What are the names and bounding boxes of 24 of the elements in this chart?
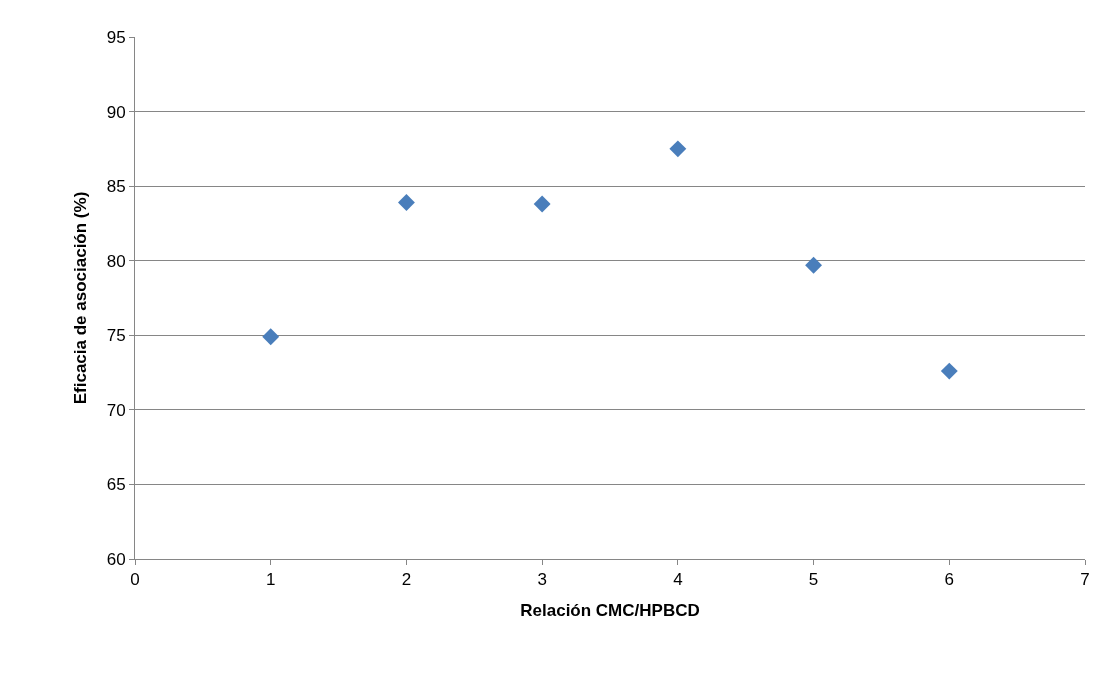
point	[533, 195, 551, 213]
x-tick-label: 7	[1080, 570, 1090, 590]
y-tick-label: 95	[106, 27, 126, 47]
point	[805, 256, 823, 274]
point	[940, 362, 958, 380]
x-tick-label: 0	[130, 570, 140, 590]
y-tick-label: 70	[106, 400, 126, 420]
x-tick-label: 5	[808, 570, 819, 590]
x-axis-title: Relación CMC/HPBCD	[520, 600, 700, 620]
x-tick-label: 6	[944, 570, 955, 590]
y-tick-label: 60	[106, 549, 126, 569]
point	[262, 328, 280, 346]
x-tick-label: 3	[537, 570, 547, 590]
y-tick-label: 75	[106, 326, 126, 346]
y-tick-label: 90	[106, 102, 126, 122]
y-tick-label: 80	[106, 251, 126, 271]
x-tick-label: 1	[265, 570, 276, 590]
y-tick-label: 85	[106, 177, 126, 197]
x-tick-label: 4	[673, 570, 683, 590]
y-axis-title: Eficacia de asociación (%)	[71, 191, 91, 405]
point	[397, 194, 415, 211]
y-tick-label: 65	[106, 475, 126, 495]
x-tick-label: 2	[401, 570, 412, 590]
point	[669, 140, 687, 158]
